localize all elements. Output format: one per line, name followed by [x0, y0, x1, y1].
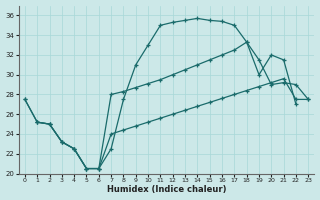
X-axis label: Humidex (Indice chaleur): Humidex (Indice chaleur): [107, 185, 226, 194]
